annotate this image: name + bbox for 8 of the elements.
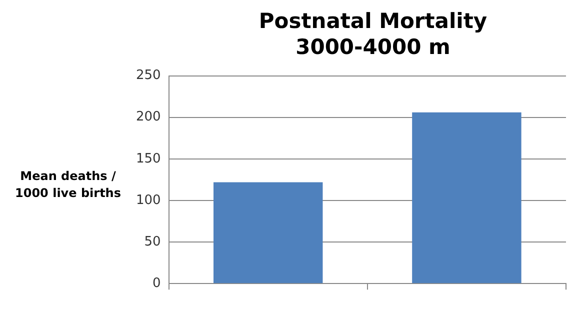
y-axis-title: Mean deaths / 1000 live births <box>14 168 122 202</box>
y-tick-label: 100 <box>136 192 161 208</box>
y-tick-label: 200 <box>136 110 161 125</box>
y-tick-label: 0 <box>152 276 161 291</box>
y-tick-label: 250 <box>136 68 161 84</box>
y-tick-label: 50 <box>144 234 161 250</box>
y-tick-label: 150 <box>136 151 161 166</box>
chart-title: Postnatal Mortality 3000-4000 m <box>258 8 488 60</box>
